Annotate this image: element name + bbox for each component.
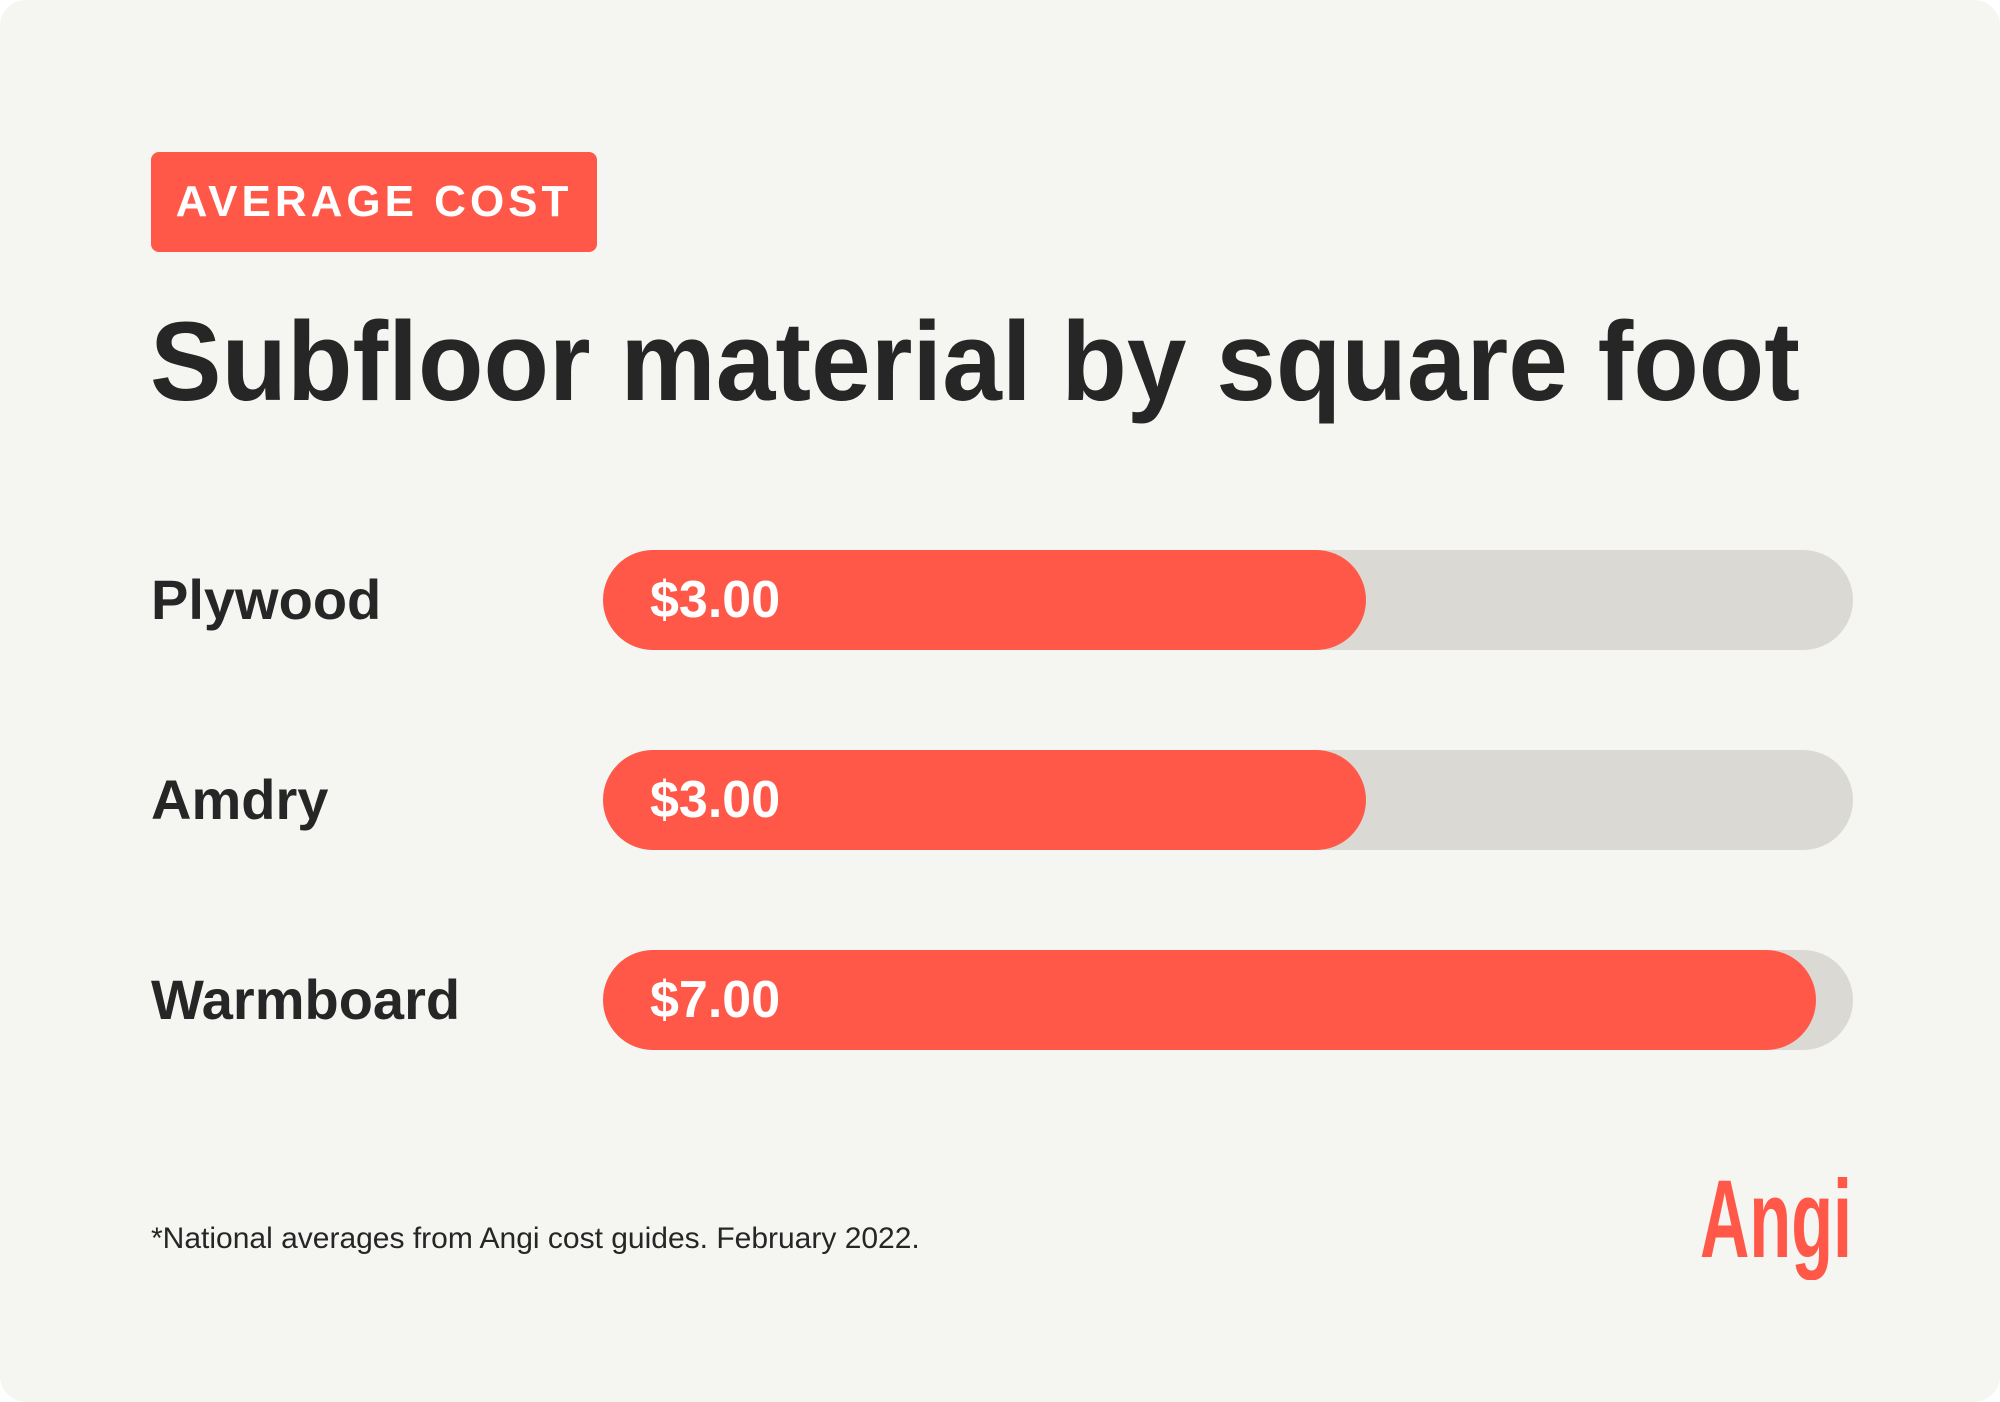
chart-title: Subfloor material by square foot (150, 300, 1800, 424)
bar: $7.00 (603, 950, 1816, 1050)
bar-track: $3.00 (603, 750, 1853, 850)
bar-value-label: $3.00 (650, 771, 781, 829)
bar-track: $3.00 (603, 550, 1853, 650)
svg-text:Angi: Angi (1700, 1165, 1852, 1280)
bar: $3.00 (603, 550, 1366, 650)
category-badge: AVERAGE COST (151, 152, 597, 252)
bar-value-label: $3.00 (650, 571, 781, 629)
bar-label: Plywood (151, 568, 382, 631)
bar: $3.00 (603, 750, 1366, 850)
bar-label: Warmboard (151, 968, 461, 1031)
bar-label: Amdry (151, 768, 329, 831)
angi-logo: Angi (1692, 1158, 1862, 1281)
bar-track: $7.00 (603, 950, 1853, 1050)
chart-title-container: Subfloor material by square foot (148, 300, 1858, 430)
bar-value-label: $7.00 (650, 971, 781, 1029)
footnote: *National averages from Angi cost guides… (151, 1222, 920, 1255)
